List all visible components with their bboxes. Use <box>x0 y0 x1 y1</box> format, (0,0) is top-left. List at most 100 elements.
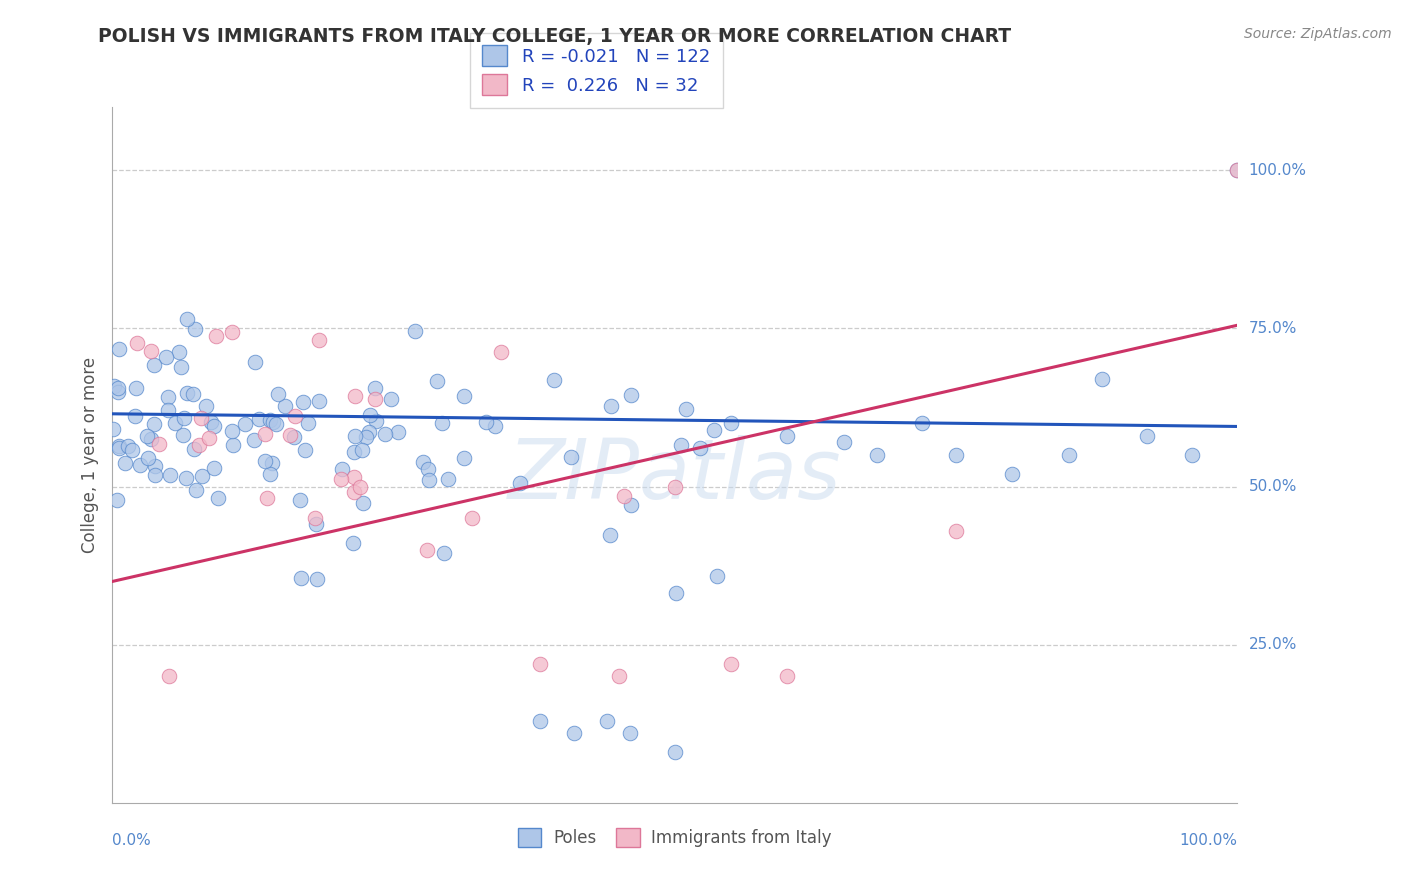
Point <box>183 442 205 456</box>
Point <box>364 381 387 395</box>
Point <box>107 439 129 453</box>
Point <box>221 325 243 339</box>
Point <box>664 586 686 600</box>
Point <box>262 415 284 429</box>
Point <box>148 437 170 451</box>
Point <box>191 469 214 483</box>
Point <box>352 442 374 457</box>
Point <box>380 392 402 407</box>
Point <box>484 418 506 433</box>
Point <box>291 394 314 409</box>
Point <box>253 453 276 467</box>
Point <box>359 425 381 439</box>
Point <box>195 399 218 413</box>
Point <box>342 536 364 550</box>
Point <box>344 429 367 443</box>
Text: ZIPatlas: ZIPatlas <box>508 435 842 516</box>
Point <box>114 456 136 470</box>
Point <box>1226 163 1249 178</box>
Point <box>256 491 278 505</box>
Point <box>343 388 366 402</box>
Point <box>366 414 388 428</box>
Point <box>142 358 165 372</box>
Point <box>305 516 328 531</box>
Point <box>607 669 630 683</box>
Point <box>157 669 180 683</box>
Point <box>121 442 143 457</box>
Point <box>125 381 148 395</box>
Point <box>349 479 371 493</box>
Point <box>207 491 229 505</box>
Point <box>529 714 551 728</box>
Text: Source: ZipAtlas.com: Source: ZipAtlas.com <box>1244 27 1392 41</box>
Point <box>174 471 197 485</box>
Point <box>260 456 283 470</box>
Point <box>509 476 531 491</box>
Point <box>190 410 212 425</box>
Point <box>202 461 225 475</box>
Point <box>562 726 585 740</box>
Point <box>187 438 209 452</box>
Point <box>274 399 297 413</box>
Point <box>1136 429 1159 443</box>
Point <box>1001 467 1024 481</box>
Point <box>453 451 475 466</box>
Point <box>1091 372 1114 386</box>
Point <box>620 498 643 512</box>
Point <box>432 416 454 430</box>
Text: 25.0%: 25.0% <box>1249 637 1296 652</box>
Point <box>911 417 934 431</box>
Point <box>343 470 366 484</box>
Point <box>599 528 621 542</box>
Point <box>352 496 374 510</box>
Point <box>173 410 195 425</box>
Point <box>202 419 225 434</box>
Point <box>664 745 686 759</box>
Point <box>599 399 621 413</box>
Point <box>364 392 387 407</box>
Point <box>343 485 366 500</box>
Point <box>103 379 125 393</box>
Point <box>222 437 245 451</box>
Point <box>374 426 396 441</box>
Point <box>278 428 301 442</box>
Point <box>453 389 475 403</box>
Point <box>1057 448 1080 462</box>
Point <box>107 380 129 394</box>
Point <box>283 430 305 444</box>
Point <box>184 483 207 497</box>
Point <box>294 443 316 458</box>
Point <box>426 374 449 388</box>
Point <box>205 329 228 343</box>
Point <box>117 438 139 452</box>
Point <box>560 450 582 465</box>
Point <box>945 448 967 462</box>
Point <box>359 408 381 422</box>
Point <box>1226 163 1249 178</box>
Point <box>143 417 166 431</box>
Point <box>404 324 426 338</box>
Point <box>139 343 162 358</box>
Point <box>157 402 180 417</box>
Point <box>297 416 319 430</box>
Point <box>108 442 131 456</box>
Text: POLISH VS IMMIGRANTS FROM ITALY COLLEGE, 1 YEAR OR MORE CORRELATION CHART: POLISH VS IMMIGRANTS FROM ITALY COLLEGE,… <box>98 27 1011 45</box>
Point <box>1181 448 1204 462</box>
Point <box>461 511 484 525</box>
Point <box>108 343 131 357</box>
Point <box>832 435 855 450</box>
Text: 75.0%: 75.0% <box>1249 321 1296 336</box>
Point <box>416 542 439 557</box>
Point <box>433 546 456 560</box>
Point <box>243 355 266 369</box>
Text: 100.0%: 100.0% <box>1180 833 1237 848</box>
Point <box>200 416 222 430</box>
Point <box>308 394 330 409</box>
Point <box>329 472 352 486</box>
Point <box>720 417 742 431</box>
Point <box>620 388 643 402</box>
Point <box>475 416 498 430</box>
Point <box>945 524 967 538</box>
Point <box>129 458 152 472</box>
Point <box>866 448 889 462</box>
